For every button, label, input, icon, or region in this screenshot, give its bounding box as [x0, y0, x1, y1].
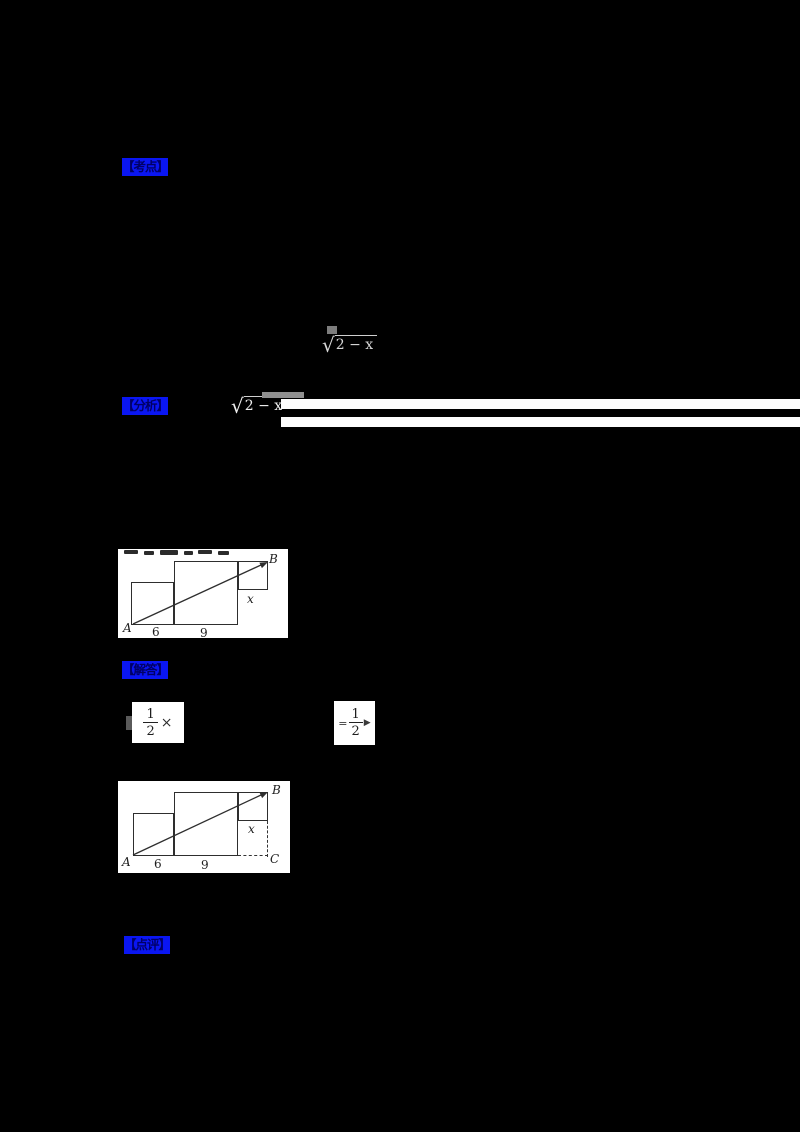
cursor-arrow-artifact: ▶ — [363, 717, 371, 728]
highlighted-text-bar — [281, 399, 800, 409]
diagonal-arrow — [132, 562, 268, 625]
denominator: 2 — [143, 721, 158, 738]
dimension-label-9: 9 — [201, 858, 209, 872]
dashed-horizontal-line — [238, 855, 268, 856]
point-label-A: A — [123, 621, 132, 635]
point-label-C: C — [270, 852, 280, 866]
sqrt-formula-1: √2 − x — [322, 333, 378, 357]
cropped-glyph-artifact — [126, 716, 133, 730]
cropped-text-artifact — [144, 551, 154, 555]
left-rectangle — [131, 582, 174, 625]
point-label-B: B — [272, 783, 281, 797]
cropped-text-artifact — [124, 550, 138, 554]
section-label-jieda: 【解答】 — [122, 661, 169, 679]
equals-mark: = — [338, 716, 348, 730]
dimension-label-x: x — [248, 822, 255, 836]
cropped-text-artifact — [160, 550, 178, 555]
section-label-dianping: 【点评】 — [124, 936, 171, 954]
denominator: 2 — [348, 722, 363, 738]
diagonal-arrow — [132, 792, 268, 856]
radical-sign: √ — [231, 394, 244, 418]
cropped-text-artifact — [218, 551, 229, 555]
cropped-text-artifact — [198, 550, 212, 554]
middle-rectangle — [174, 561, 238, 625]
radicand: 2 − x — [243, 396, 287, 414]
cropped-text-artifact — [184, 551, 193, 555]
section-label-fenxi: 【分析】 — [122, 397, 169, 415]
dimension-label-9: 9 — [200, 626, 208, 640]
dimension-label-6: 6 — [154, 857, 162, 871]
left-rectangle — [133, 813, 174, 856]
point-label-B: B — [269, 552, 278, 566]
render-artifact-bar — [262, 392, 304, 398]
geometry-figure-2: A 6 9 x B C — [118, 781, 290, 873]
dimension-label-x: x — [247, 592, 254, 606]
geometry-figure-1: A 6 9 x B — [118, 549, 288, 640]
dashed-vertical-line — [267, 821, 268, 857]
radicand: 2 − x — [334, 335, 378, 353]
section-label-kaodian: 【考点】 — [122, 158, 169, 176]
highlighted-text-bar — [281, 417, 800, 427]
dimension-label-6: 6 — [152, 625, 160, 639]
right-rectangle — [238, 792, 268, 821]
middle-rectangle — [174, 792, 238, 856]
numerator: 1 — [351, 707, 360, 722]
render-artifact-box — [327, 326, 337, 334]
numerator: 1 — [146, 706, 155, 722]
point-label-A: A — [122, 855, 131, 869]
radical-sign: √ — [322, 333, 335, 357]
multiply-sign: × — [160, 714, 173, 731]
